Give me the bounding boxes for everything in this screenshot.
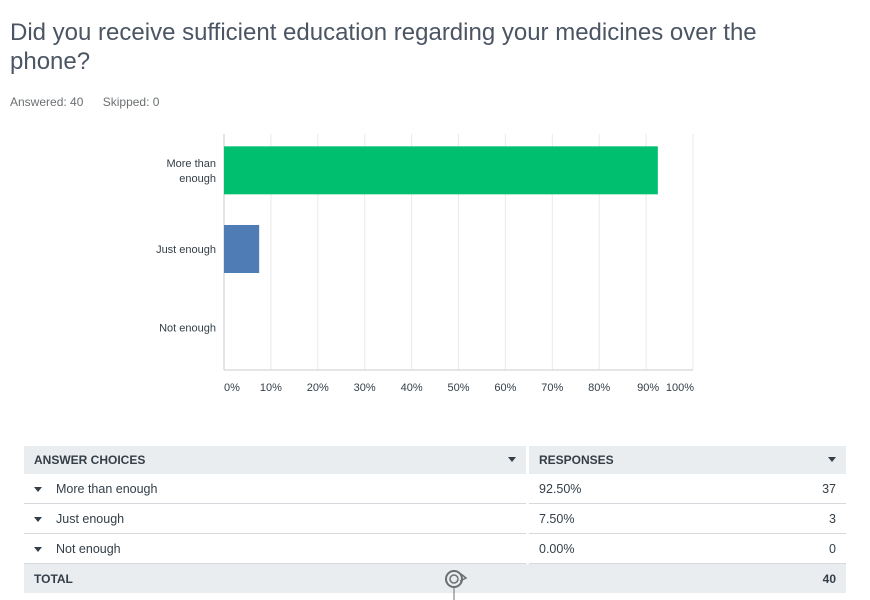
row-count: 37 xyxy=(809,474,846,504)
skipped-count: Skipped: 0 xyxy=(102,95,160,109)
loading-cursor-icon xyxy=(445,570,468,600)
results-table: ANSWER CHOICES RESPONSES More than enoug… xyxy=(24,446,846,593)
responses-header-label: RESPONSES xyxy=(539,453,614,467)
response-stats: Answered: 40 Skipped: 0 xyxy=(10,95,175,109)
row-percent: 7.50% xyxy=(526,503,809,534)
category-label: More than enough xyxy=(166,158,216,185)
bar-just-enough xyxy=(224,225,260,273)
bar-more-than-enough xyxy=(224,146,658,195)
answered-count: Answered: 40 xyxy=(10,95,84,109)
row-percent: 92.50% xyxy=(526,474,809,504)
x-tick-label: 40% xyxy=(401,382,423,394)
x-tick-label: 60% xyxy=(494,382,516,394)
total-row: TOTAL 40 xyxy=(24,563,846,593)
x-tick-label: 70% xyxy=(541,382,563,394)
sort-caret-icon[interactable] xyxy=(828,457,836,462)
x-tick-label: 50% xyxy=(447,382,469,394)
answer-choices-header[interactable]: ANSWER CHOICES xyxy=(24,446,528,474)
total-count: 40 xyxy=(809,563,846,593)
bar-chart: More than enough Just enough Not enough 0% 10… xyxy=(156,134,694,394)
x-tick-label: 90% xyxy=(637,382,659,394)
question-title: Did you receive sufficient education reg… xyxy=(10,19,757,75)
row-choice: Just enough xyxy=(56,511,125,526)
category-label: Not enough xyxy=(159,323,216,335)
answer-choices-header-label: ANSWER CHOICES xyxy=(34,453,146,467)
row-count: 3 xyxy=(809,503,846,534)
x-tick-label: 30% xyxy=(354,382,376,394)
expand-caret-icon[interactable] xyxy=(34,546,42,552)
sort-caret-icon[interactable] xyxy=(508,457,516,462)
row-choice: Not enough xyxy=(56,541,121,556)
row-choice: More than enough xyxy=(56,481,158,496)
row-percent: 0.00% xyxy=(526,533,809,564)
category-label: Just enough xyxy=(156,244,216,256)
table-row[interactable]: Just enough 7.50% 3 xyxy=(24,503,846,534)
x-tick-label: 0% xyxy=(224,382,240,394)
table-row[interactable]: Not enough 0.00% 0 xyxy=(24,533,846,564)
total-label: TOTAL xyxy=(24,563,528,593)
responses-header[interactable]: RESPONSES xyxy=(526,446,846,474)
x-tick-label: 100% xyxy=(666,382,694,394)
row-count: 0 xyxy=(809,533,846,564)
x-tick-label: 20% xyxy=(307,382,329,394)
expand-caret-icon[interactable] xyxy=(34,486,42,492)
expand-caret-icon[interactable] xyxy=(34,516,42,522)
table-row[interactable]: More than enough 92.50% 37 xyxy=(24,474,846,504)
x-tick-label: 80% xyxy=(588,382,610,394)
table-header-row: ANSWER CHOICES RESPONSES xyxy=(24,446,846,474)
x-tick-label: 10% xyxy=(260,382,282,394)
